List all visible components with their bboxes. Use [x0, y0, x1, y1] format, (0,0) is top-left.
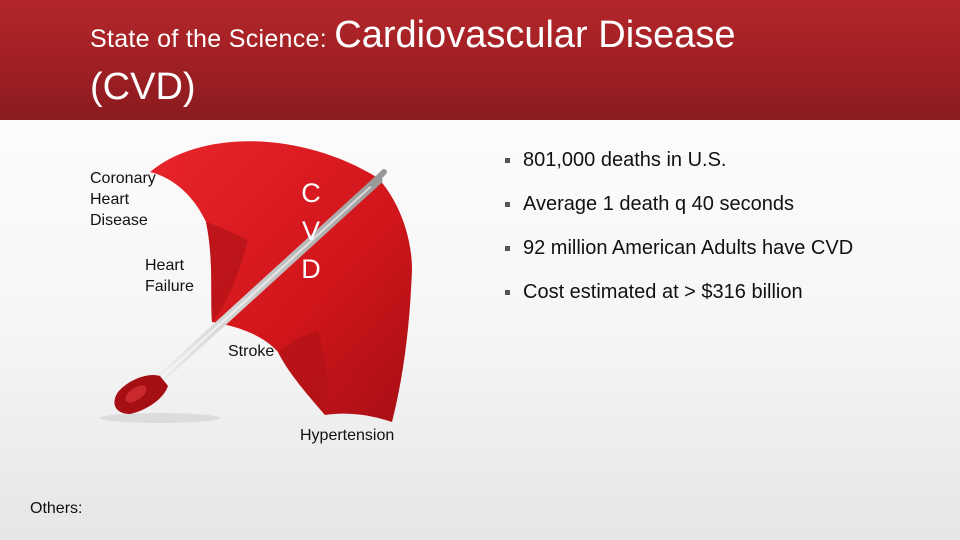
- slide-title: State of the Science: Cardiovascular Dis…: [90, 14, 736, 57]
- bullet-list: 801,000 deaths in U.S. Average 1 death q…: [505, 148, 945, 305]
- title-line2: (CVD): [90, 66, 196, 108]
- title-banner: State of the Science: Cardiovascular Dis…: [0, 0, 960, 120]
- cvd-letter-v: V: [301, 216, 320, 246]
- label-heart-failure: Heart Failure: [145, 257, 194, 295]
- bullet-item: Average 1 death q 40 seconds: [505, 192, 945, 217]
- label-hypertension: Hypertension: [300, 427, 395, 444]
- cvd-letter-c: C: [301, 178, 321, 208]
- others-label: Others:: [30, 500, 83, 517]
- title-prefix: State of the Science:: [90, 25, 335, 53]
- umbrella-illustration: [100, 141, 412, 423]
- cvd-letter-d: D: [301, 254, 321, 284]
- bullet-item: 92 million American Adults have CVD: [505, 236, 945, 261]
- label-stroke: Stroke: [228, 343, 275, 360]
- bullet-item: Cost estimated at > $316 billion: [505, 280, 945, 305]
- bullet-item: 801,000 deaths in U.S.: [505, 148, 945, 173]
- title-main: Cardiovascular Disease: [334, 14, 736, 56]
- label-coronary-heart-disease: Coronary Heart Disease: [90, 170, 156, 229]
